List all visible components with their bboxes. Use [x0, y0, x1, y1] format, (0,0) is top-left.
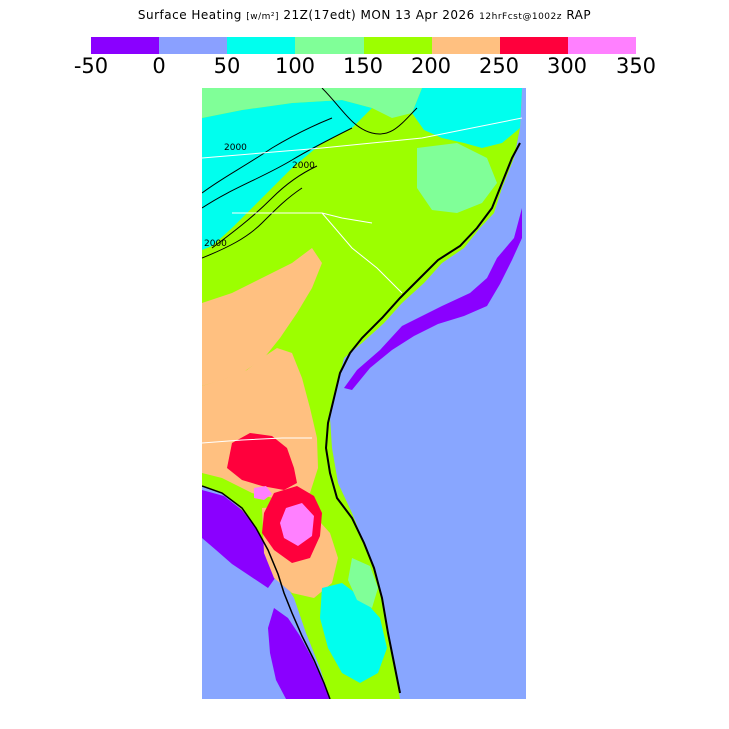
title-model: RAP	[566, 8, 592, 22]
coastal-purple-band	[344, 208, 522, 390]
surface-heating-map: 2000 2000 2000	[202, 88, 526, 699]
contour-labels: 2000 2000 2000	[204, 143, 315, 249]
colorbar-segment-200-250	[431, 37, 500, 54]
colorbar-segment-250-300	[499, 37, 568, 54]
colorbar-tick-label: 250	[478, 54, 520, 78]
colorbar-tick-label: 200	[410, 54, 452, 78]
florida-pink-small	[254, 486, 272, 500]
map-title: Surface Heating [w/m²] 21Z(17edt) MON 13…	[0, 8, 729, 22]
south-florida-cyan	[320, 583, 387, 683]
colorbar-segment-50-100	[227, 37, 296, 54]
south-florida-lightgreen	[348, 558, 378, 608]
title-main: Surface Heating	[137, 8, 242, 22]
title-time: 21Z(17edt) MON 13 Apr 2026	[283, 8, 475, 22]
north-florida-red	[227, 433, 297, 490]
colorbar-tick-label: 300	[546, 54, 588, 78]
carolina-lightgreen	[417, 143, 497, 213]
colorbar-tick-label: 350	[615, 54, 657, 78]
colorbar-segment-0-50	[159, 37, 228, 54]
georgia-orange-band	[202, 248, 322, 386]
colorbar-tick-label: 100	[274, 54, 316, 78]
colorbar-tick-label: 150	[342, 54, 384, 78]
colorbar-segment-300-350	[567, 37, 636, 54]
virginia-cyan-region	[412, 88, 522, 148]
colorbar-tick-label: -50	[73, 54, 109, 78]
gulf-purple-south	[268, 608, 330, 699]
mountain-lightgreen-region	[202, 88, 422, 118]
colorbar-ticks: -50 0 50 100 150 200 250 300 350	[74, 54, 656, 84]
florida-pink-hotspot	[280, 503, 314, 546]
title-units: [w/m²]	[246, 12, 280, 22]
contour-label: 2000	[224, 143, 247, 153]
colorbar-tick-label: 0	[152, 54, 166, 78]
colorbar-tick-label: 50	[213, 54, 241, 78]
gulf-coastline	[202, 485, 331, 699]
colorbar-segment-neg50-0	[91, 37, 160, 54]
colorbar-segment-150-200	[363, 37, 432, 54]
colorbar-segment-100-150	[295, 37, 364, 54]
height-contours	[202, 88, 418, 259]
state-borders	[202, 117, 523, 444]
contour-label: 2000	[204, 239, 227, 249]
coastline	[324, 142, 521, 694]
title-forecast: 12hrFcst@1002z	[479, 12, 562, 22]
contour-label: 2000	[292, 161, 315, 171]
florida-west-purple	[202, 490, 278, 588]
colorbar	[91, 37, 636, 54]
